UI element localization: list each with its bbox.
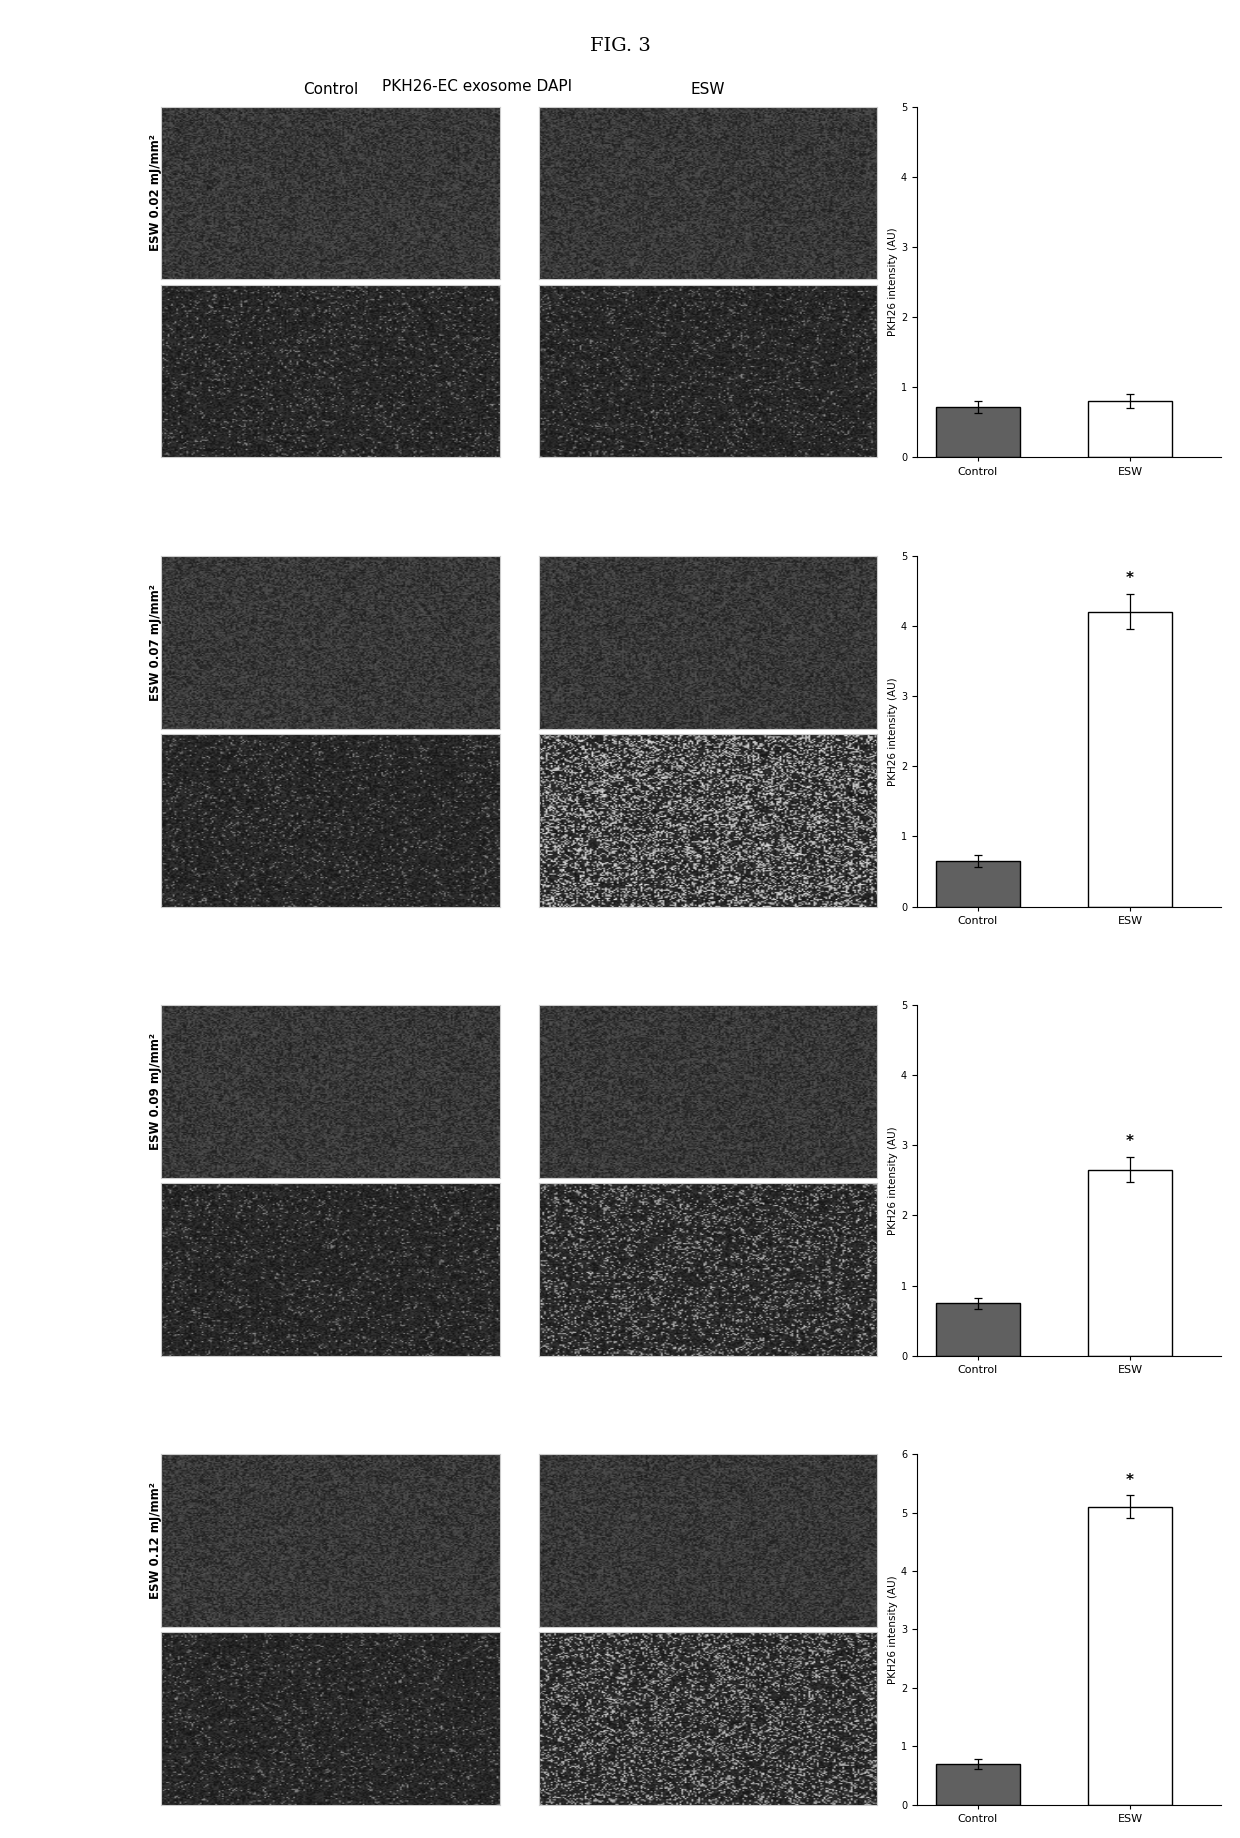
Y-axis label: ESW 0.07 mJ/mm²: ESW 0.07 mJ/mm² bbox=[149, 584, 162, 700]
Bar bbox=[936, 1303, 1019, 1356]
Y-axis label: PKH26 intensity (AU): PKH26 intensity (AU) bbox=[888, 228, 898, 336]
Bar bbox=[1089, 1507, 1172, 1805]
Text: Control: Control bbox=[303, 83, 358, 97]
Text: *: * bbox=[1126, 1134, 1135, 1149]
Text: FIG. 3: FIG. 3 bbox=[589, 37, 651, 55]
Y-axis label: PKH26 intensity (AU): PKH26 intensity (AU) bbox=[888, 676, 898, 785]
Text: PKH26-EC exosome DAPI: PKH26-EC exosome DAPI bbox=[382, 79, 573, 94]
Y-axis label: PKH26 intensity (AU): PKH26 intensity (AU) bbox=[888, 1127, 898, 1235]
Bar bbox=[1089, 1169, 1172, 1356]
Y-axis label: ESW 0.02 mJ/mm²: ESW 0.02 mJ/mm² bbox=[149, 134, 162, 252]
Bar bbox=[936, 1764, 1019, 1805]
Y-axis label: ESW 0.12 mJ/mm²: ESW 0.12 mJ/mm² bbox=[149, 1481, 162, 1599]
Y-axis label: PKH26 intensity (AU): PKH26 intensity (AU) bbox=[888, 1575, 898, 1684]
Y-axis label: ESW 0.09 mJ/mm²: ESW 0.09 mJ/mm² bbox=[149, 1033, 162, 1151]
Text: *: * bbox=[1126, 1472, 1135, 1489]
Bar bbox=[1089, 401, 1172, 458]
Bar bbox=[1089, 612, 1172, 906]
Text: ESW: ESW bbox=[691, 83, 725, 97]
Bar bbox=[936, 860, 1019, 906]
Text: *: * bbox=[1126, 572, 1135, 586]
Bar bbox=[936, 406, 1019, 458]
